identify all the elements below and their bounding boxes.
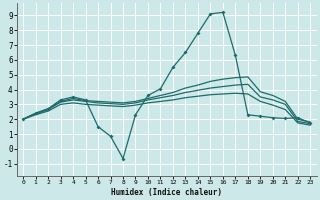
X-axis label: Humidex (Indice chaleur): Humidex (Indice chaleur) — [111, 188, 222, 197]
